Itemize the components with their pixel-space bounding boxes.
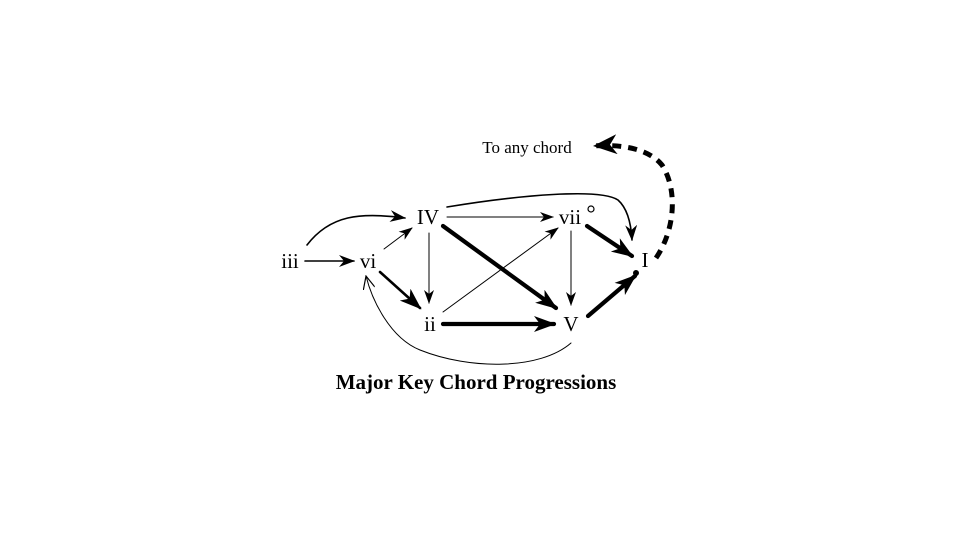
edge-iii-IV: [306, 210, 406, 246]
chord-iii: iii: [281, 249, 299, 273]
to-any-chord-note: To any chord: [482, 138, 572, 157]
chord-ii: ii: [424, 312, 436, 336]
edges: [304, 134, 675, 365]
edge-V-I: [585, 273, 638, 319]
edge-vi-ii: [378, 270, 422, 310]
I-node-dot: [633, 270, 639, 276]
edge-I-any-chord: [592, 134, 675, 260]
chord-V: V: [563, 312, 578, 336]
diminished-symbol: [587, 205, 595, 213]
edge-vi-IV: [383, 227, 413, 250]
diagram-title: Major Key Chord Progressions: [336, 370, 617, 394]
edge-IV-I: [446, 192, 638, 241]
chord-nodes: iii vi IV ii vii V I: [281, 205, 648, 336]
chord-vii: vii: [559, 205, 581, 229]
chord-I: I: [642, 248, 649, 272]
chord-vi: vi: [360, 249, 377, 273]
chord-IV: IV: [417, 205, 439, 229]
edge-V-vi: [366, 276, 572, 365]
edge-IV-V: [440, 223, 559, 311]
edge-ii-vii: [442, 227, 559, 313]
edge-vii-I: [584, 223, 635, 259]
